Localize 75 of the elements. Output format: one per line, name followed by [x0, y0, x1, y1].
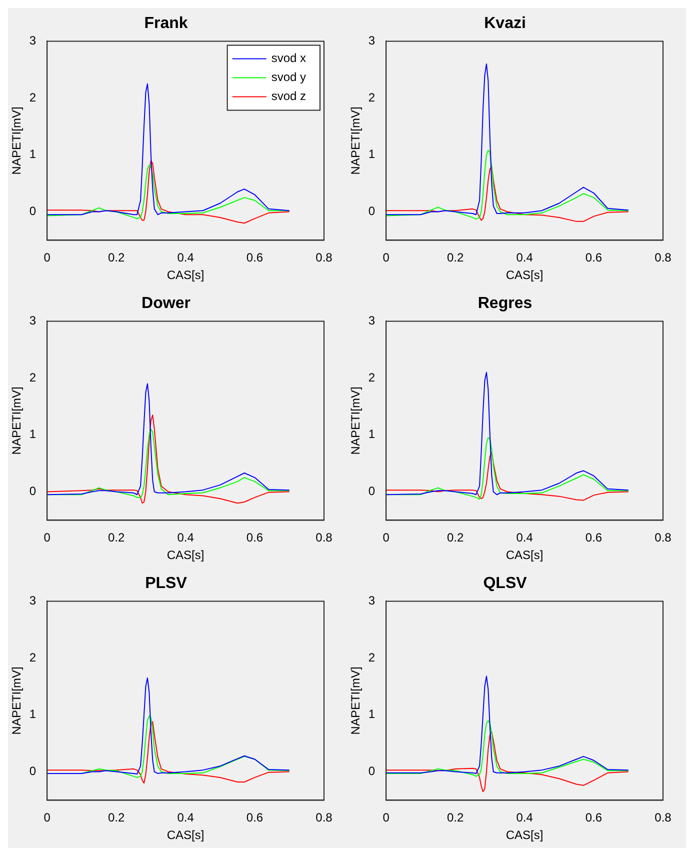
y-axis-title: NAPETI[mV]: [348, 106, 363, 175]
x-tick-label: 0: [382, 530, 390, 545]
x-tick-label: 0.6: [246, 530, 264, 545]
x-tick-label: 0.2: [446, 530, 464, 545]
y-axis-title: NAPETI[mV]: [348, 386, 363, 455]
legend-label: svod y: [271, 70, 306, 84]
y-axis-title: NAPETI[mV]: [10, 106, 24, 175]
chart-title: PLSV: [145, 575, 188, 592]
x-tick-label: 0.6: [585, 250, 602, 265]
y-tick-label: 3: [29, 314, 36, 328]
y-tick-label: 2: [368, 650, 376, 664]
x-tick-label: 0.6: [246, 810, 264, 825]
y-tick-label: 0: [368, 204, 376, 218]
y-axis-title: NAPETI[mV]: [10, 386, 24, 455]
y-tick-label: 2: [29, 90, 36, 104]
y-tick-label: 3: [368, 314, 376, 328]
x-axis-title: CAS[s]: [166, 828, 204, 842]
y-tick-label: 2: [29, 370, 36, 384]
y-tick-label: 2: [368, 370, 376, 384]
y-tick-label: 3: [29, 34, 36, 48]
x-tick-label: 0.6: [246, 250, 264, 265]
x-tick-label: 0.2: [446, 810, 464, 825]
x-tick-label: 0.6: [585, 810, 602, 825]
x-tick-label: 0: [382, 250, 390, 265]
x-tick-label: 0.2: [108, 250, 125, 265]
x-axis-title: CAS[s]: [166, 548, 204, 562]
chart-title: Regres: [478, 295, 532, 312]
y-tick-label: 2: [29, 650, 36, 664]
chart-title: Dower: [142, 295, 190, 312]
x-tick-label: 0.4: [177, 530, 194, 545]
x-axis-title: CAS[s]: [166, 268, 204, 282]
y-tick-label: 0: [368, 764, 376, 778]
y-tick-label: 0: [29, 764, 36, 778]
y-tick-label: 1: [368, 147, 376, 162]
x-tick-label: 0.8: [316, 810, 333, 825]
x-tick-label: 0.4: [516, 250, 534, 265]
chart-title: Kvazi: [484, 15, 526, 32]
y-axis-title: NAPETI[mV]: [348, 666, 363, 735]
chart-title: Frank: [144, 15, 188, 32]
x-axis-title: CAS[s]: [506, 828, 544, 842]
y-tick-label: 1: [368, 707, 376, 722]
chart-title: QLSV: [483, 575, 528, 592]
y-tick-label: 0: [368, 484, 376, 498]
legend-label: svod x: [271, 51, 306, 66]
x-tick-label: 0.2: [446, 250, 464, 265]
x-tick-label: 0.6: [585, 530, 602, 545]
x-tick-label: 0.8: [316, 250, 333, 265]
x-tick-label: 0: [382, 810, 390, 825]
x-axis-title: CAS[s]: [506, 268, 544, 282]
x-tick-label: 0: [44, 530, 51, 545]
y-tick-label: 0: [29, 484, 36, 498]
y-axis-title: NAPETI[mV]: [10, 666, 24, 735]
x-tick-label: 0: [44, 250, 51, 265]
x-tick-label: 0.2: [108, 810, 125, 825]
x-tick-label: 0: [44, 810, 51, 825]
y-tick-label: 3: [29, 594, 36, 608]
y-tick-label: 1: [29, 427, 36, 442]
y-tick-label: 2: [368, 90, 376, 104]
y-tick-label: 1: [368, 427, 376, 442]
x-tick-label: 0.4: [516, 810, 534, 825]
x-tick-label: 0.8: [654, 250, 672, 265]
y-tick-label: 3: [368, 594, 376, 608]
x-tick-label: 0.4: [516, 530, 534, 545]
x-tick-label: 0.4: [177, 250, 194, 265]
y-tick-label: 0: [29, 204, 36, 218]
legend-label: svod z: [271, 89, 306, 104]
x-axis-title: CAS[s]: [506, 548, 544, 562]
x-tick-label: 0.2: [108, 530, 125, 545]
x-tick-label: 0.8: [316, 530, 333, 545]
x-tick-label: 0.4: [177, 810, 194, 825]
y-tick-label: 1: [29, 147, 36, 162]
x-tick-label: 0.8: [654, 810, 672, 825]
y-tick-label: 1: [29, 707, 36, 722]
x-tick-label: 0.8: [654, 530, 672, 545]
y-tick-label: 3: [368, 34, 376, 48]
